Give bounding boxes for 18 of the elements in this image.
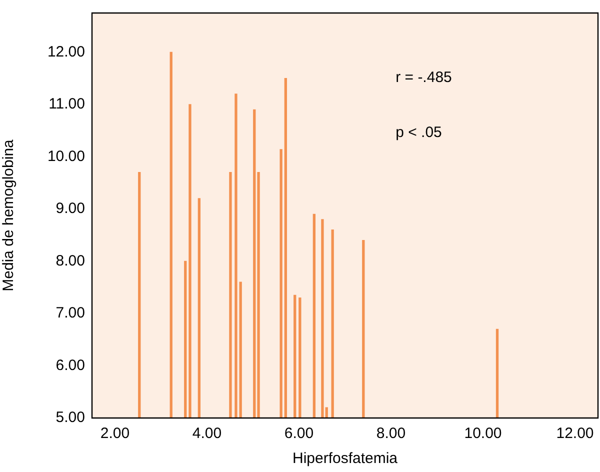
y-tick-label: 10.00 (47, 148, 85, 165)
y-tick-label: 12.00 (47, 43, 85, 60)
x-axis-title: Hiperfosfatemia (292, 450, 398, 468)
x-tick-label: 6.00 (284, 425, 314, 442)
y-tick-label: 5.00 (56, 409, 85, 426)
x-tick-label: 2.00 (100, 425, 130, 442)
y-tick-label: 8.00 (56, 252, 85, 270)
y-tick-label: 11.00 (48, 96, 85, 113)
x-tick-label: 4.00 (192, 425, 222, 442)
annotation: r = -.485 (396, 69, 452, 86)
y-tick-label: 9.00 (56, 200, 85, 218)
y-axis-title: Media de hemoglobina (0, 138, 18, 292)
y-tick-label: 6.00 (56, 356, 85, 374)
x-tick-label: 8.00 (376, 425, 406, 442)
annotation: p < .05 (396, 124, 442, 142)
x-tick-label: 12.00 (556, 425, 594, 442)
x-tick-label: 10.00 (464, 425, 502, 442)
y-tick-label: 7.00 (56, 304, 85, 322)
